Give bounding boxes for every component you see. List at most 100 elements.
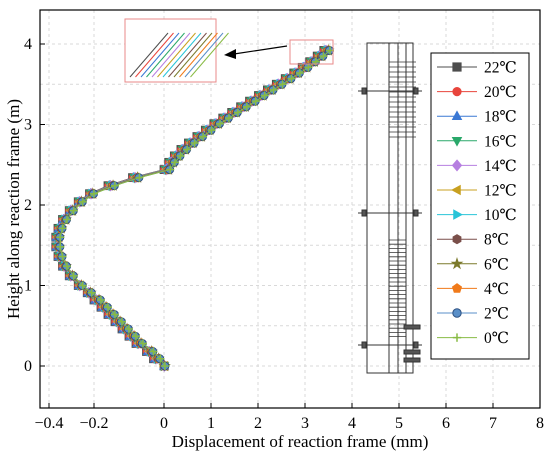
x-tick-label: 2 [254,415,262,432]
anchor-bar-bottom [358,341,422,349]
legend-box [430,52,530,360]
series-layer [51,43,335,372]
series-line [58,50,329,367]
axis-ticks: −0.4 −0.2 0 1 2 3 4 5 6 7 8 0 1 2 3 4 [24,36,544,432]
frame-stiffeners [389,61,421,363]
series-line [57,50,328,367]
x-tick-label: 3 [301,415,309,432]
series-line [58,50,330,367]
legend-item: 6℃ [437,256,509,273]
inset-line [157,32,196,78]
legend-label: 20℃ [484,84,517,101]
legend-item: 4℃ [437,281,509,298]
legend-marker [450,257,464,270]
anchor-bar-mid [358,209,422,217]
x-tick-label: 5 [395,415,403,432]
series-4℃ [54,45,334,371]
legend-marker [451,159,463,172]
series-line [59,50,331,367]
x-tick-label: −0.2 [79,415,108,432]
bolt [403,357,421,363]
series-line [57,50,327,367]
plot-frame [39,9,541,409]
series-line [55,50,325,367]
legend-marker [451,110,463,120]
zoom-arrowhead [224,49,236,59]
y-axis-title: Height along reaction frame (m) [4,99,23,319]
inset-line [179,32,218,78]
zoom-source-box [289,39,334,65]
legend-item: 20℃ [437,84,517,101]
y-tick-label: 4 [24,36,32,53]
legend-item: 2℃ [437,306,509,323]
legend-label: 6℃ [484,256,509,273]
y-tick-label: 3 [24,117,32,134]
legend-item: 16℃ [437,133,517,150]
legend-item: 18℃ [437,109,517,126]
legend-label: 22℃ [484,60,517,77]
legend-marker [452,308,462,318]
x-tick-label: 0 [160,415,168,432]
legend-label: 2℃ [484,306,509,323]
y-tick-label: 2 [24,197,32,214]
legend-item: 8℃ [437,232,509,249]
legend-item: 12℃ [437,183,517,200]
series-6℃ [52,43,335,372]
y-tick-label: 0 [24,358,32,375]
series-0℃ [56,46,335,370]
legend-marker [452,62,462,72]
legend-marker [452,234,462,245]
x-axis-title: Displacement of reaction frame (mm) [172,432,429,451]
legend-marker [451,184,461,196]
x-tick-label: 8 [536,415,544,432]
inset-line [173,32,213,78]
legend-label: 16℃ [484,133,517,150]
legend-item: 14℃ [437,158,517,175]
x-tick-label: 6 [442,415,450,432]
legend-label: 4℃ [484,281,509,298]
inset-line [168,32,207,78]
series-line [55,50,325,367]
legend-marker [453,209,463,220]
series-line [56,50,327,367]
series-2℃ [55,45,334,371]
inset-line [146,32,185,78]
y-tick-label: 1 [24,278,32,295]
inset-line [135,32,174,78]
frame-column-left [366,42,390,374]
legend-marker [451,137,463,147]
legend-label: 18℃ [484,109,517,126]
legend-label: 14℃ [484,158,517,175]
legend-label: 12℃ [484,183,517,200]
legend-label: 0℃ [484,330,509,347]
inset-line [129,32,169,78]
inset-line [162,32,202,78]
legend-label: 8℃ [484,232,509,249]
legend-item: 0℃ [437,330,509,347]
bolt [403,349,421,355]
inset-line [140,32,180,78]
frame-column-right [405,42,414,374]
series-22℃ [51,46,329,371]
legend-label: 10℃ [484,207,517,224]
x-tick-label: 7 [489,415,497,432]
x-tick-label: −0.4 [34,415,63,432]
reaction-frame-diagram [358,42,422,374]
x-tick-label: 1 [207,415,215,432]
series-10℃ [54,45,333,372]
inset-line [151,32,191,78]
series-line [58,50,329,367]
legend: 22℃ 20℃ 18℃ 16℃ 14℃ 12℃ 10℃ 8℃ 6℃ 4℃ 2℃ 0℃ [430,52,530,360]
series-12℃ [52,45,331,372]
inset-line [190,32,229,78]
x-tick-label: 4 [348,415,356,432]
series-line [56,50,326,367]
series-14℃ [52,44,331,372]
zoom-inset [124,18,334,83]
zoom-arrow-line [233,45,288,55]
zoom-inset-lines [129,32,229,78]
series-8℃ [54,45,332,371]
series-line [56,50,326,367]
